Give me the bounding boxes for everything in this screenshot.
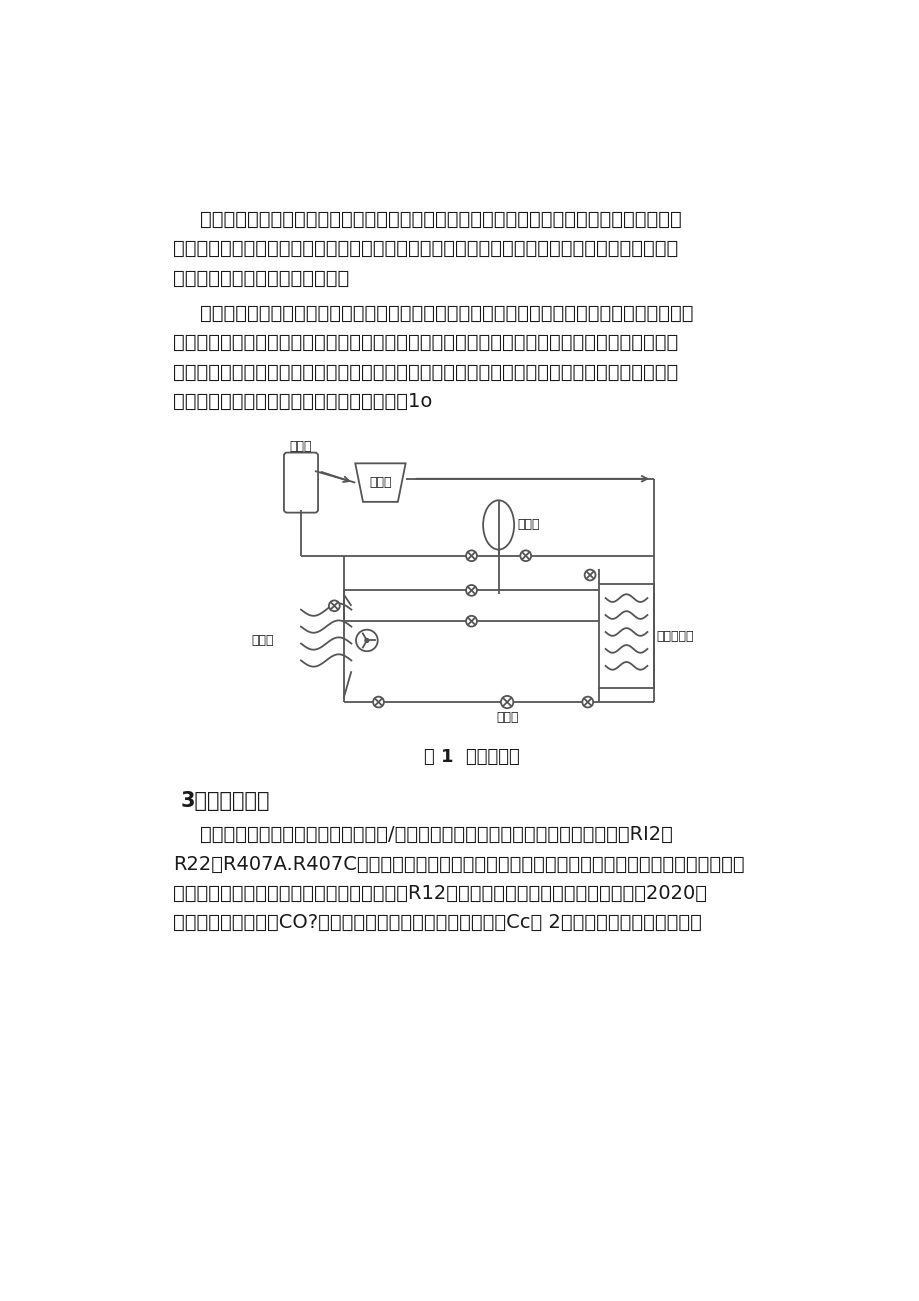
FancyBboxPatch shape (284, 453, 318, 513)
Circle shape (582, 696, 593, 708)
Text: 图 1  技术原理图: 图 1 技术原理图 (423, 748, 519, 766)
Text: 由于热泵系统采取冬夏季双工况运行，两季的运行工况及冷热负荷不同，造成系统中零部件的: 由于热泵系统采取冬夏季双工况运行，两季的运行工况及冷热负荷不同，造成系统中零部件… (200, 209, 681, 229)
Circle shape (520, 550, 530, 561)
Circle shape (365, 639, 369, 643)
Text: 證发器: 證发器 (251, 634, 274, 647)
Polygon shape (355, 463, 405, 502)
Circle shape (466, 615, 476, 627)
Text: 是具有温室效应。根据《京都议定书》要求，R12已经停止使用，其他氟利昂类制冷剂到2020年: 是具有温室效应。根据《京都议定书》要求，R12已经停止使用，其他氟利昂类制冷剂到… (173, 883, 707, 903)
Text: 冬夏季工况的差异，实现了證发器最大效率的使用。證发器和储液器一体化设计，不但减少了占地: 冬夏季工况的差异，实现了證发器最大效率的使用。證发器和储液器一体化设计，不但减少… (173, 363, 677, 381)
Circle shape (329, 600, 339, 611)
Text: 空间，而且节约了材料成本。其技术原理见图1o: 空间，而且节约了材料成本。其技术原理见图1o (173, 392, 432, 411)
Text: 普通的空气能热泵和地源热泵等制冷/供热设备都曾先后使用氟利昂作为制冷剂，如RI2、: 普通的空气能热泵和地源热泵等制冷/供热设备都曾先后使用氟利昂作为制冷剂，如RI2… (200, 825, 673, 844)
Circle shape (356, 630, 378, 652)
Bar (598, 584, 652, 688)
Text: 气体冷却器: 气体冷却器 (656, 630, 694, 643)
Circle shape (373, 696, 383, 708)
Text: 已停止使用。因此，CO?制冷剂的应用显得十分及时和重要。Cc） 2制冷剂在热泵系统中作为工: 已停止使用。因此，CO?制冷剂的应用显得十分及时和重要。Cc） 2制冷剂在热泵系… (173, 913, 701, 932)
Circle shape (466, 585, 476, 596)
Ellipse shape (482, 501, 514, 549)
Text: 压缩机: 压缩机 (369, 476, 391, 489)
Text: 同时使用两组證发器。冬季负荷小，使用一组證发器，另一组作为回收罐使用，这样很好地满足了: 同时使用两组證发器。冬季负荷小，使用一组證发器，另一组作为回收罐使用，这样很好地… (173, 333, 677, 353)
Text: 储液器: 储液器 (289, 440, 312, 453)
Text: 负荷运行时回收夏季多余的工质。: 负荷运行时回收夏季多余的工质。 (173, 268, 349, 288)
Text: 3．技术创新点: 3．技术创新点 (181, 791, 270, 811)
Text: R22、R407A.R407C等。氟利昂制冷剂被证明对环境有破坏作用，一是对大气臭氧层的破坏，二: R22、R407A.R407C等。氟利昂制冷剂被证明对环境有破坏作用，一是对大气… (173, 855, 744, 873)
Text: 回收罐: 回收罐 (516, 519, 539, 531)
Circle shape (501, 696, 513, 708)
Text: 配置及工质的填充量不同。通常冬季负荷小，夏季负荷大。系统中回收罐的设计就是为了在冬季低: 配置及工质的填充量不同。通常冬季负荷小，夏季负荷大。系统中回收罐的设计就是为了在… (173, 239, 677, 259)
Circle shape (466, 550, 476, 561)
Text: 本设计采用两组證发器并联设计，通过切换两组證发器来适应冬夏季的不同工况。夏季负荷大，: 本设计采用两组證发器并联设计，通过切换两组證发器来适应冬夏季的不同工况。夏季负荷… (200, 304, 693, 323)
Circle shape (584, 570, 595, 580)
Text: 膨脹阀: 膨脹阀 (495, 712, 517, 725)
